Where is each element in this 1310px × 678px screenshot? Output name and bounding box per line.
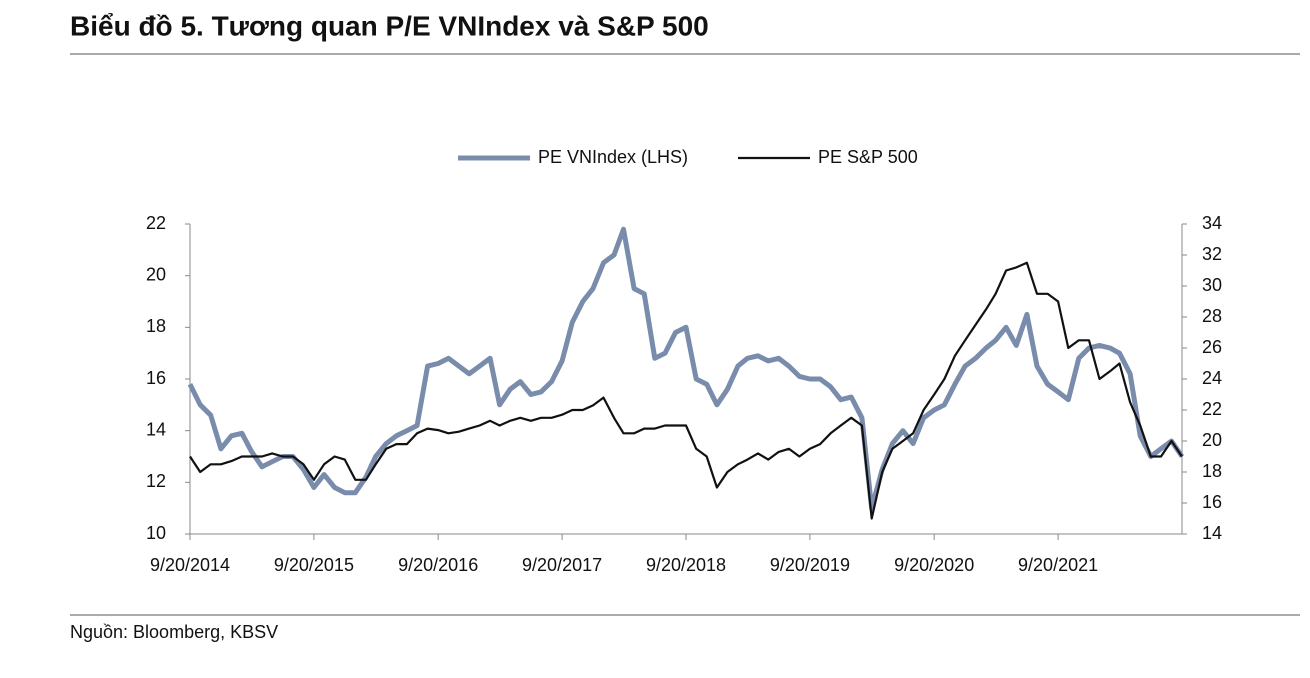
y2-tick-label: 28: [1202, 306, 1222, 326]
y2-tick-label: 30: [1202, 275, 1222, 295]
y2-tick-label: 24: [1202, 368, 1222, 388]
x-tick-label: 9/20/2017: [522, 555, 602, 575]
y2-tick-label: 26: [1202, 337, 1222, 357]
y-tick-label: 16: [146, 368, 166, 388]
y-tick-label: 12: [146, 471, 166, 491]
y-tick-label: 22: [146, 213, 166, 233]
x-tick-label: 9/20/2019: [770, 555, 850, 575]
y2-tick-label: 20: [1202, 430, 1222, 450]
title: Biểu đồ 5. Tương quan P/E VNIndex và S&P…: [70, 10, 709, 41]
x-tick-label: 9/20/2021: [1018, 555, 1098, 575]
x-tick-label: 9/20/2015: [274, 555, 354, 575]
series-line: [187, 226, 1185, 511]
y2-tick-label: 14: [1202, 523, 1222, 543]
x-tick-label: 9/20/2018: [646, 555, 726, 575]
y-tick-label: 14: [146, 419, 166, 439]
x-tick-label: 9/20/2014: [150, 555, 230, 575]
legend-label: PE S&P 500: [818, 147, 918, 167]
y2-tick-label: 22: [1202, 399, 1222, 419]
source: Nguồn: Bloomberg, KBSV: [70, 622, 278, 642]
legend-label: PE VNIndex (LHS): [538, 147, 688, 167]
y2-tick-label: 32: [1202, 244, 1222, 264]
y-tick-label: 18: [146, 316, 166, 336]
y2-tick-label: 18: [1202, 461, 1222, 481]
x-tick-label: 9/20/2020: [894, 555, 974, 575]
y-tick-label: 20: [146, 264, 166, 284]
x-tick-label: 9/20/2016: [398, 555, 478, 575]
y2-tick-label: 16: [1202, 492, 1222, 512]
series-line: [189, 261, 1183, 520]
y-tick-label: 10: [146, 523, 166, 543]
y2-tick-label: 34: [1202, 213, 1222, 233]
